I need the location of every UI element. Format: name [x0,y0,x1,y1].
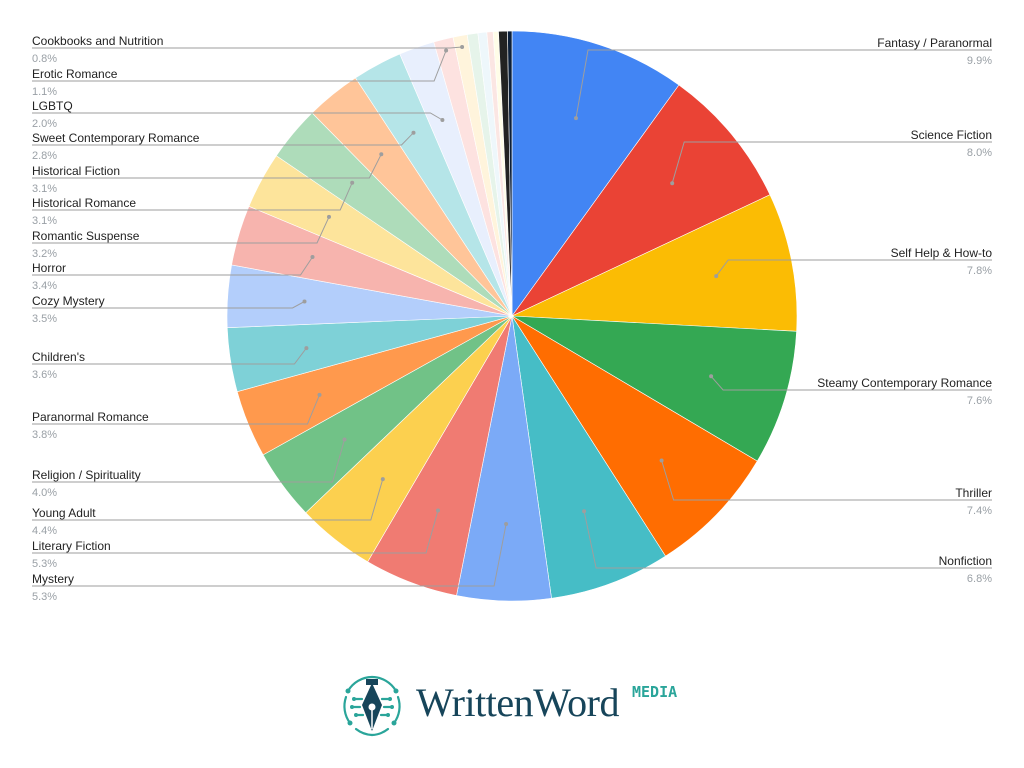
leader-dot-children-s [304,346,309,351]
slice-thriller [511,315,758,557]
leader-dot-sweet-contemporary-romance [411,130,416,135]
label-lgbtq: LGBTQ [32,99,73,113]
value-romantic-suspense: 3.2% [32,248,57,260]
leader-line-self-help-how-to [715,259,992,277]
label-nonfiction: Nonfiction [939,554,992,568]
label-thriller: Thriller [955,486,992,500]
slice-steamy-contemporary-romance [511,315,797,462]
value-historical-romance: 3.1% [32,215,57,227]
leader-line-science-fiction [671,141,992,184]
label-cozy-mystery: Cozy Mystery [32,294,105,308]
leader-dot-young-adult [380,477,385,482]
leader-dot-nonfiction [582,509,587,514]
leader-dot-thriller [659,458,664,463]
value-nonfiction: 6.8% [967,573,992,585]
label-young-adult: Young Adult [32,506,96,520]
value-mystery: 5.3% [32,591,57,603]
value-literary-fiction: 5.3% [32,558,57,570]
value-cookbooks-and-nutrition: 0.8% [32,53,57,65]
value-lgbtq: 2.0% [32,118,57,130]
leader-line-children-s [32,347,307,365]
label-paranormal-romance: Paranormal Romance [32,410,149,424]
leader-line-steamy-contemporary-romance [710,375,992,391]
label-children-s: Children's [32,350,85,364]
label-self-help-how-to: Self Help & How-to [891,246,993,260]
leader-line-historical-romance [32,182,353,211]
writtenword-media-logo: WrittenWord MEDIA [336,669,696,745]
label-erotic-romance: Erotic Romance [32,67,118,81]
leader-dot-romantic-suspense [327,214,331,219]
pen-nib-circuit-icon [343,675,401,737]
leader-dot-steamy-contemporary-romance [709,374,714,379]
label-historical-romance: Historical Romance [32,196,136,210]
value-cozy-mystery: 3.5% [32,313,57,325]
leader-line-thriller [661,460,992,501]
leader-line-sweet-contemporary-romance [32,132,414,146]
slice-labels: Fantasy / Paranormal 9.9% Science Fiction 8… [32,34,992,603]
label-sweet-contemporary-romance: Sweet Contemporary Romance [32,131,200,145]
leader-line-religion-spirituality [32,439,345,483]
slice-unlabeled-26 [507,30,513,317]
leader-dot-mystery [504,522,509,526]
value-historical-fiction: 3.1% [32,183,57,195]
value-religion-spirituality: 4.0% [32,487,57,499]
value-self-help-how-to: 7.8% [967,265,992,277]
slice-science-fiction [511,84,771,317]
leader-line-mystery [32,523,507,587]
value-young-adult: 4.4% [32,525,57,537]
leader-line-nonfiction [583,511,992,569]
label-horror: Horror [32,261,66,275]
leader-dot-horror [310,255,315,259]
value-fantasy-paranormal: 9.9% [967,55,992,67]
leader-line-cozy-mystery [32,301,305,309]
value-science-fiction: 8.0% [967,147,992,159]
leader-line-lgbtq [32,112,443,121]
pie-slices [226,30,798,602]
label-romantic-suspense: Romantic Suspense [32,229,140,243]
slice-nonfiction [511,315,666,599]
label-mystery: Mystery [32,572,74,586]
value-children-s: 3.6% [32,369,57,381]
leader-line-young-adult [32,478,384,521]
leader-line-historical-fiction [32,153,382,179]
leader-dot-historical-romance [350,180,355,185]
label-historical-fiction: Historical Fiction [32,164,120,178]
leader-line-horror [32,256,313,276]
value-horror: 3.4% [32,280,57,292]
leader-dot-self-help-how-to [714,274,719,279]
slice-self-help-how-to [511,194,798,332]
label-literary-fiction: Literary Fiction [32,539,111,553]
leader-line-romantic-suspense [32,216,330,244]
leader-line-erotic-romance [32,50,447,82]
leader-line-literary-fiction [32,510,439,554]
label-fantasy-paranormal: Fantasy / Paranormal [877,36,992,50]
leader-dot-cookbooks-and-nutrition [460,45,465,49]
leader-dot-literary-fiction [436,508,440,513]
leader-line-fantasy-paranormal [575,49,992,119]
label-religion-spirituality: Religion / Spirituality [32,468,141,482]
leader-dot-lgbtq [440,118,445,122]
label-steamy-contemporary-romance: Steamy Contemporary Romance [817,376,992,390]
value-paranormal-romance: 3.8% [32,429,57,441]
leader-dot-science-fiction [670,181,675,186]
leader-dot-erotic-romance [444,48,449,53]
label-science-fiction: Science Fiction [911,128,992,142]
leader-line-paranormal-romance [32,394,320,425]
leader-dot-fantasy-paranormal [574,116,578,121]
leader-dot-religion-spirituality [342,437,347,442]
leader-lines [32,45,992,587]
leader-dot-paranormal-romance [317,392,322,397]
value-sweet-contemporary-romance: 2.8% [32,150,57,162]
label-cookbooks-and-nutrition: Cookbooks and Nutrition [32,34,163,48]
leader-dot-historical-fiction [379,152,384,157]
leader-dot-cozy-mystery [302,299,307,304]
slice-fantasy-paranormal [511,30,680,317]
leader-line-cookbooks-and-nutrition [32,46,463,49]
logo-media-suffix: MEDIA [632,683,678,701]
logo-wordmark: WrittenWord [416,680,619,725]
value-steamy-contemporary-romance: 7.6% [967,395,992,407]
value-thriller: 7.4% [967,505,992,517]
value-erotic-romance: 1.1% [32,86,57,98]
